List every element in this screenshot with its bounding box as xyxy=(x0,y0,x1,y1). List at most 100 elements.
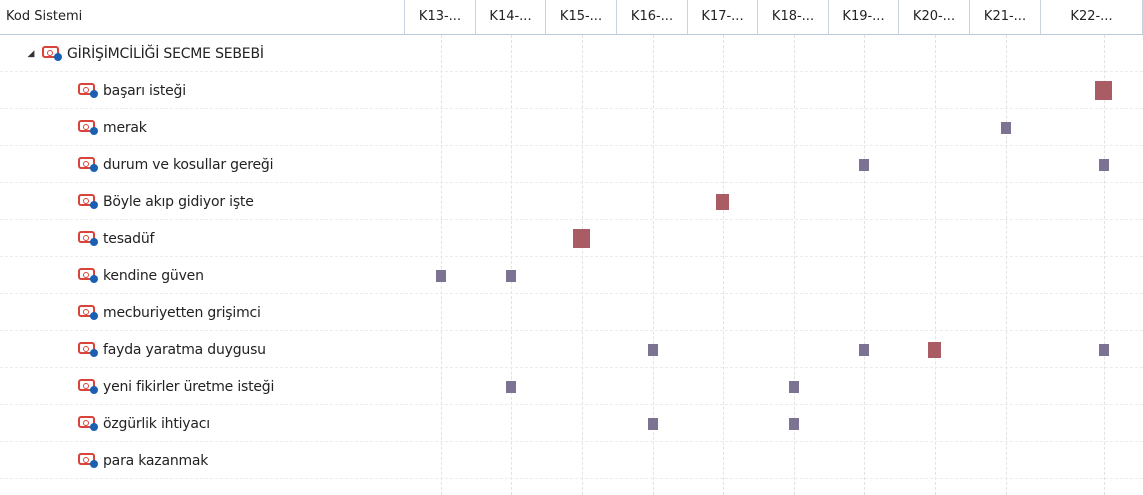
column-header-14[interactable]: K14-... xyxy=(476,0,546,34)
code-label: tesadüf xyxy=(103,230,155,247)
code-label: GİRİŞİMCİLİĞİ SECME SEBEBİ xyxy=(67,45,264,62)
row-gridline xyxy=(0,219,1143,220)
row-gridline xyxy=(0,367,1143,368)
coding-frequency-marker[interactable] xyxy=(506,270,516,282)
code-tag-icon xyxy=(78,119,100,136)
tree-child-node[interactable]: yeni fikirler üretme isteği xyxy=(78,368,274,405)
code-tag-icon xyxy=(78,156,100,173)
code-label: merak xyxy=(103,119,147,136)
column-header-19[interactable]: K19-... xyxy=(829,0,899,34)
code-label: özgürlik ihtiyacı xyxy=(103,415,210,432)
row-gridline xyxy=(0,71,1143,72)
coding-frequency-marker[interactable] xyxy=(573,229,590,248)
code-row[interactable]: durum ve kosullar gereği xyxy=(0,146,1143,183)
row-gridline xyxy=(0,441,1143,442)
row-gridline xyxy=(0,182,1143,183)
column-header-18[interactable]: K18-... xyxy=(758,0,829,34)
tree-root-node[interactable]: ◢ GİRİŞİMCİLİĞİ SECME SEBEBİ xyxy=(24,35,264,72)
coding-frequency-marker[interactable] xyxy=(1099,344,1109,356)
tree-child-node[interactable]: durum ve kosullar gereği xyxy=(78,146,273,183)
tree-child-node[interactable]: fayda yaratma duygusu xyxy=(78,331,266,368)
matrix-grid: ◢ GİRİŞİMCİLİĞİ SECME SEBEBİ başarı isteği… xyxy=(0,35,1143,495)
column-header-16[interactable]: K16-... xyxy=(617,0,688,34)
code-row[interactable]: merak xyxy=(0,109,1143,146)
code-row[interactable]: fayda yaratma duygusu xyxy=(0,331,1143,368)
code-row[interactable]: mecburiyetten grişimci xyxy=(0,294,1143,331)
coding-frequency-marker[interactable] xyxy=(506,381,516,393)
code-label: fayda yaratma duygusu xyxy=(103,341,266,358)
coding-frequency-marker[interactable] xyxy=(648,418,658,430)
tree-child-node[interactable]: özgürlik ihtiyacı xyxy=(78,405,210,442)
coding-frequency-marker[interactable] xyxy=(716,194,729,210)
column-gridline xyxy=(653,35,654,495)
code-tag-icon xyxy=(78,230,100,247)
column-header-21[interactable]: K21-... xyxy=(970,0,1041,34)
column-header-13[interactable]: K13-... xyxy=(405,0,476,34)
code-row[interactable]: Böyle akıp gidiyor işte xyxy=(0,183,1143,220)
code-row[interactable]: başarı isteği xyxy=(0,72,1143,109)
coding-frequency-marker[interactable] xyxy=(928,342,941,358)
column-gridline xyxy=(935,35,936,495)
column-gridline xyxy=(794,35,795,495)
tree-child-node[interactable]: başarı isteği xyxy=(78,72,186,109)
tree-child-node[interactable]: Böyle akıp gidiyor işte xyxy=(78,183,254,220)
code-row[interactable]: kendine güven xyxy=(0,257,1143,294)
column-gridline xyxy=(864,35,865,495)
tree-root-row[interactable]: ◢ GİRİŞİMCİLİĞİ SECME SEBEBİ xyxy=(0,35,1143,72)
code-tag-icon xyxy=(78,415,100,432)
row-gridline xyxy=(0,293,1143,294)
column-header-17[interactable]: K17-... xyxy=(688,0,758,34)
code-tag-icon xyxy=(78,82,100,99)
coding-frequency-marker[interactable] xyxy=(859,159,869,171)
code-row[interactable]: yeni fikirler üretme isteği xyxy=(0,368,1143,405)
coding-frequency-marker[interactable] xyxy=(859,344,869,356)
row-gridline xyxy=(0,145,1143,146)
tree-child-node[interactable]: kendine güven xyxy=(78,257,204,294)
row-gridline xyxy=(0,108,1143,109)
column-gridline xyxy=(1104,35,1105,495)
tree-child-node[interactable]: merak xyxy=(78,109,147,146)
code-label: durum ve kosullar gereği xyxy=(103,156,274,173)
coding-frequency-marker[interactable] xyxy=(436,270,446,282)
code-tag-icon xyxy=(78,341,100,358)
tree-child-node[interactable]: para kazanmak xyxy=(78,442,208,479)
code-label: mecburiyetten grişimci xyxy=(103,304,261,321)
row-gridline xyxy=(0,330,1143,331)
column-gridline xyxy=(1006,35,1007,495)
row-gridline xyxy=(0,404,1143,405)
collapse-triangle-icon[interactable]: ◢ xyxy=(27,48,35,59)
coding-frequency-marker[interactable] xyxy=(789,418,799,430)
code-tag-icon xyxy=(78,378,100,395)
code-row[interactable]: özgürlik ihtiyacı xyxy=(0,405,1143,442)
code-row[interactable]: para kazanmak xyxy=(0,442,1143,479)
code-label: başarı isteği xyxy=(103,82,186,99)
column-gridline xyxy=(723,35,724,495)
column-header-20[interactable]: K20-... xyxy=(899,0,970,34)
column-header-code-system[interactable]: Kod Sistemi xyxy=(0,0,405,34)
coding-frequency-marker[interactable] xyxy=(1099,159,1109,171)
column-gridline xyxy=(511,35,512,495)
code-tag-icon xyxy=(78,267,100,284)
tree-child-node[interactable]: mecburiyetten grişimci xyxy=(78,294,261,331)
tree-child-node[interactable]: tesadüf xyxy=(78,220,154,257)
code-label: yeni fikirler üretme isteği xyxy=(103,378,275,395)
row-gridline xyxy=(0,256,1143,257)
code-label: para kazanmak xyxy=(103,452,209,469)
code-tag-icon xyxy=(78,193,100,210)
code-tag-icon xyxy=(78,452,100,469)
coding-frequency-marker[interactable] xyxy=(789,381,799,393)
code-tag-icon xyxy=(42,45,64,62)
column-header-22[interactable]: K22-... xyxy=(1041,0,1143,34)
coding-frequency-marker[interactable] xyxy=(648,344,658,356)
column-gridline xyxy=(441,35,442,495)
code-label: Böyle akıp gidiyor işte xyxy=(103,193,254,210)
matrix-header: Kod Sistemi K13-... K14-... K15-... K16-...… xyxy=(0,0,1143,35)
coding-frequency-marker[interactable] xyxy=(1001,122,1011,134)
code-row[interactable]: tesadüf xyxy=(0,220,1143,257)
row-gridline xyxy=(0,478,1143,479)
code-label: kendine güven xyxy=(103,267,204,284)
column-header-15[interactable]: K15-... xyxy=(546,0,617,34)
coding-frequency-marker[interactable] xyxy=(1095,81,1112,100)
code-tag-icon xyxy=(78,304,100,321)
